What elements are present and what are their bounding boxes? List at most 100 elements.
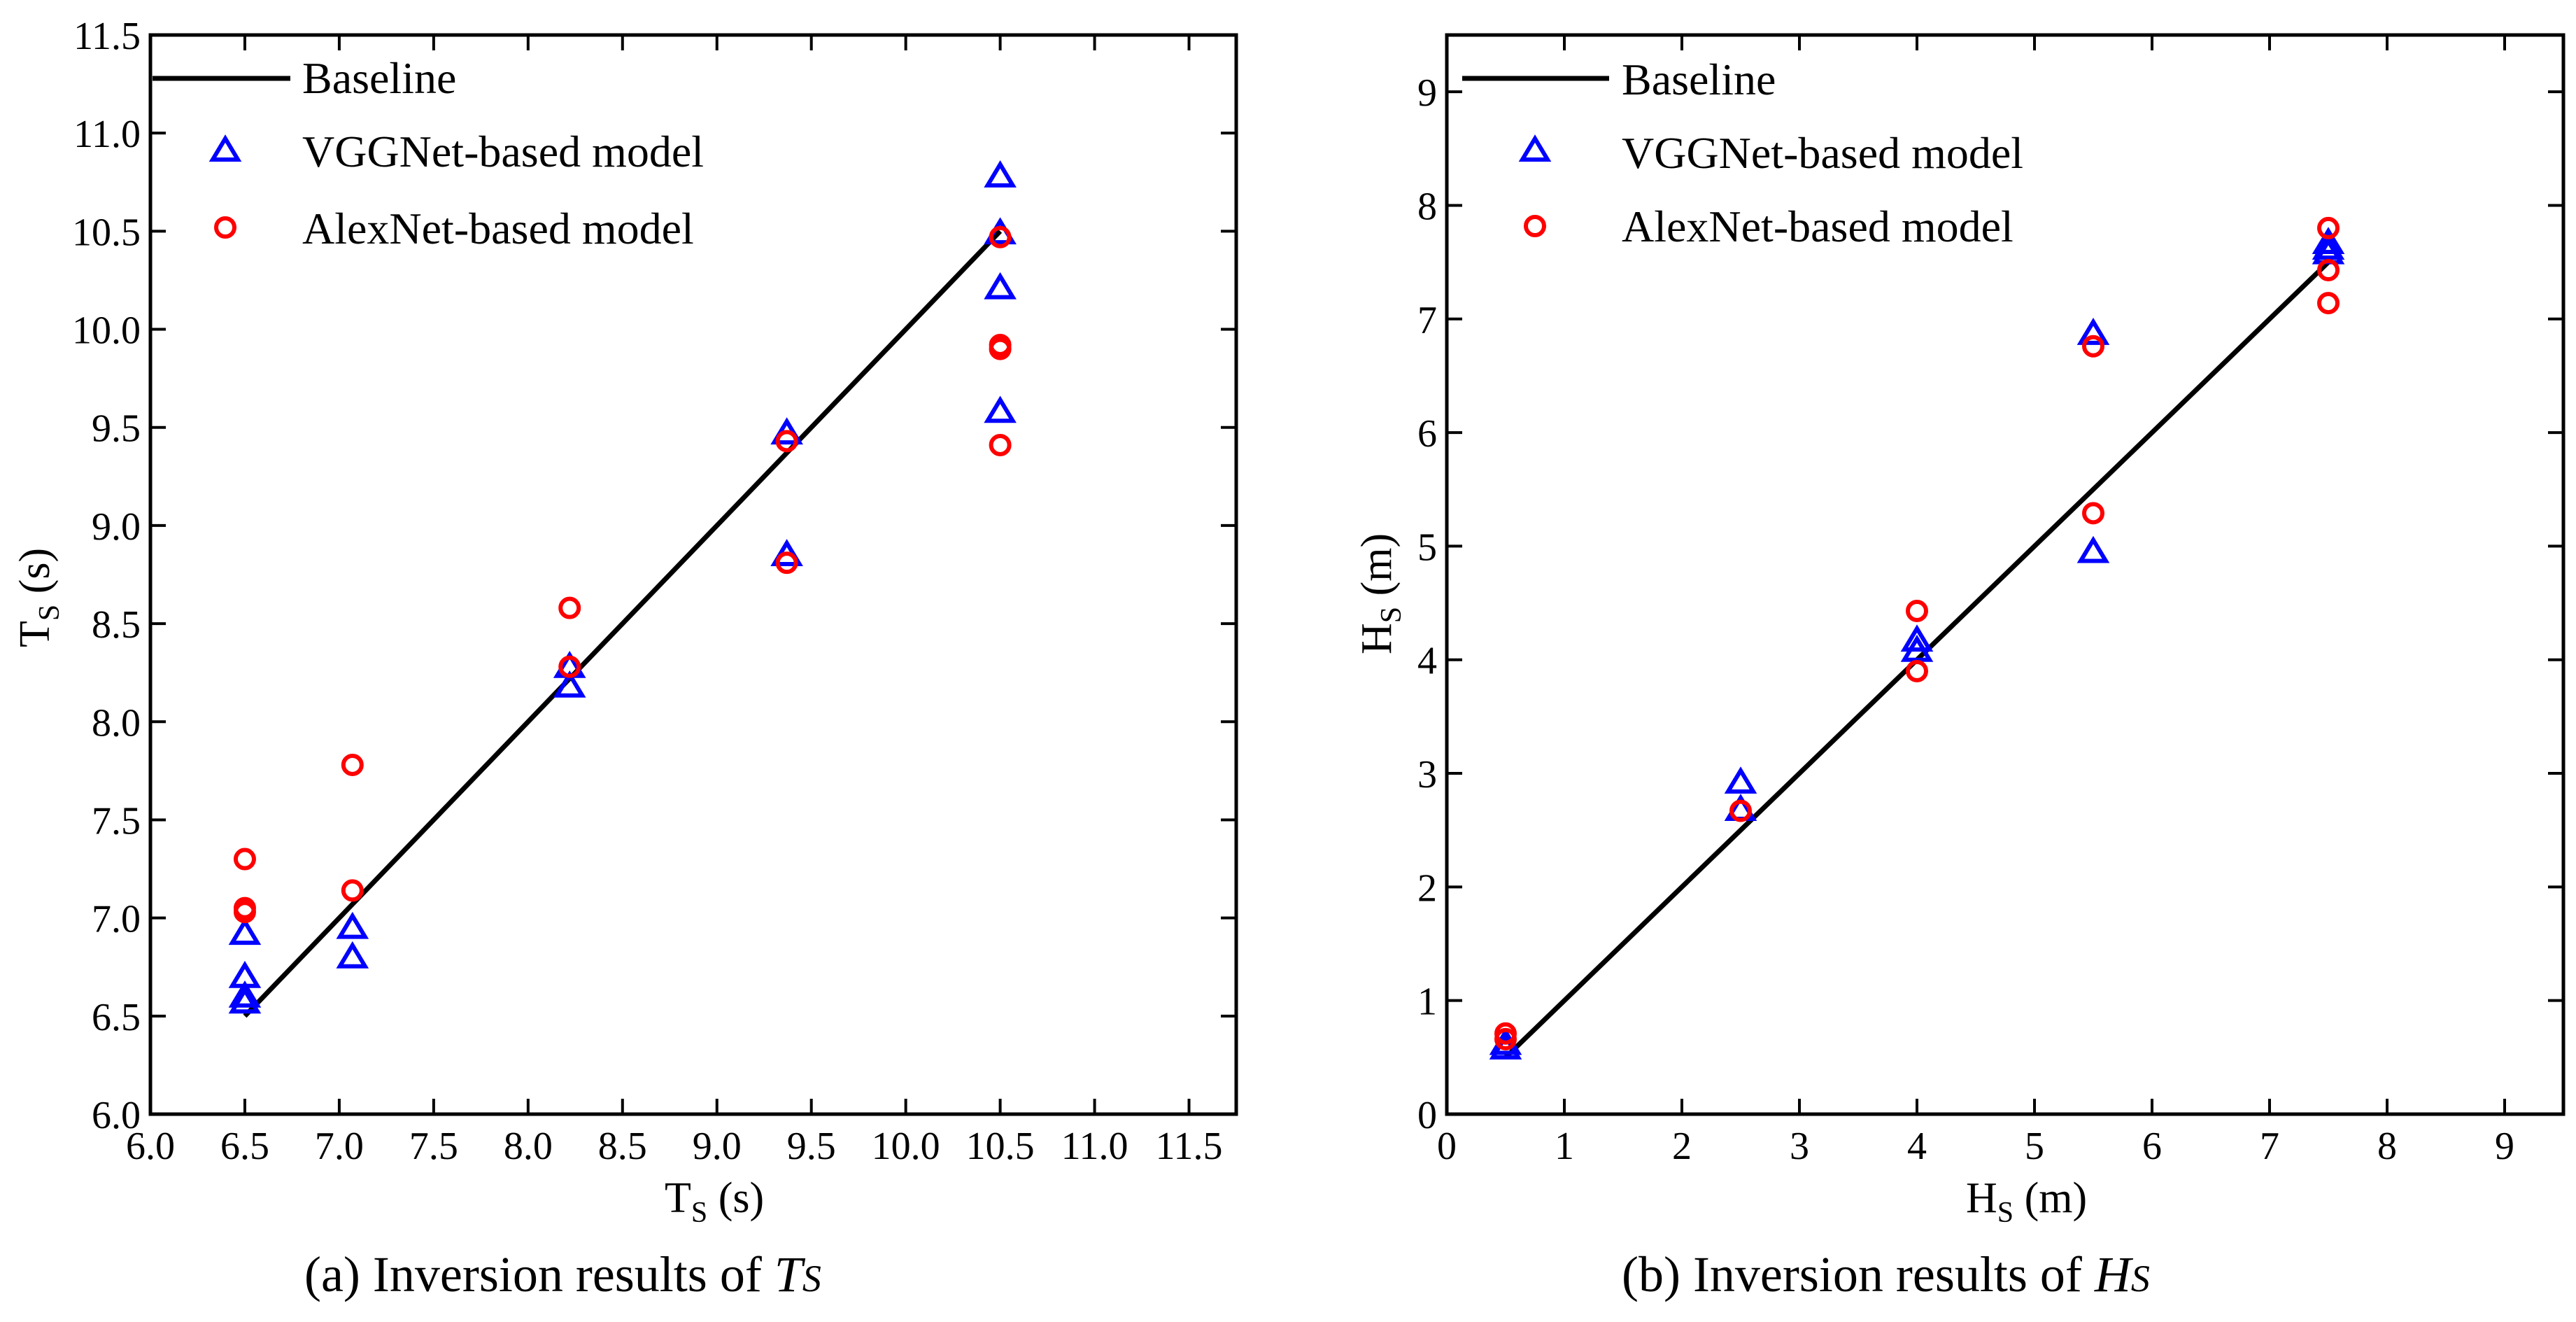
panel-b-alexnet-point (2317, 292, 2340, 315)
panel-a-alexnet-point (989, 433, 1012, 456)
panel-a-x-axis-unit: (s) (707, 1174, 764, 1222)
panel-b-x-axis-subscript: S (1997, 1197, 2014, 1229)
panel-a-vggnet-point (228, 917, 262, 945)
panel-b-alexnet-point (2317, 216, 2340, 239)
panel-a-vggnet-point (984, 395, 1017, 423)
panel-b: 0 1 2 3 4 5 6 7 8 9 0 1 2 3 4 5 6 7 8 9 Baseline VGGNet-ba… (1353, 33, 2566, 1302)
panel-a-alexnet-point (775, 551, 798, 575)
panel-b-vggnet-point (2076, 318, 2110, 345)
panel-a-caption-prefix: (a) Inversion results of (304, 1246, 774, 1302)
panel-a-x-axis-subscript: S (691, 1197, 707, 1229)
panel-a-vggnet-point (984, 160, 1017, 188)
panel-a-legend-baseline-label: Baseline (302, 53, 456, 103)
panel-a-legend-alexnet-label: AlexNet-based model (302, 204, 694, 253)
panel-a-x-tick-label: 10.0 (872, 1125, 940, 1168)
panel-a-x-tick-label: 11.5 (1156, 1125, 1223, 1168)
panel-b-vggnet-point (1900, 634, 1934, 662)
panel-a-x-tick-label: 7.5 (409, 1125, 458, 1168)
panel-b-x-tick-label: 1 (1555, 1125, 1574, 1168)
panel-b-y-tick-label: 9 (1417, 71, 1437, 115)
panel-a-y-axis-title: TS (s) (11, 548, 66, 647)
panel-a-vggnet-point (228, 980, 262, 1008)
panel-b-vggnet-point (2312, 227, 2345, 255)
panel-a-x-tick-label: 7.0 (315, 1125, 364, 1168)
panel-a-x-axis-title: TS (s) (665, 1174, 764, 1229)
panel-b-caption-prefix: (b) Inversion results of (1622, 1246, 2095, 1302)
panel-a-alexnet-point (989, 337, 1012, 360)
panel-b-legend-vggnet-swatch (1518, 134, 1552, 162)
panel-b-x-tick-label: 5 (2025, 1125, 2044, 1168)
panel-a-x-tick-label: 9.5 (787, 1125, 836, 1168)
panel-b-y-tick-label: 6 (1417, 412, 1437, 456)
panel-b-x-axis-title: HS (m) (1966, 1174, 2087, 1229)
panel-b-y-ticks: 0 1 2 3 4 5 6 7 8 9 (1417, 71, 2563, 1137)
panel-b-y-tick-label: 2 (1417, 866, 1437, 910)
panel-a-y-ticks: 6.0 6.5 7.0 7.5 8.0 8.5 9.0 9.5 10.0 10.5 11.0 11.5 (72, 15, 1236, 1137)
panel-b-caption: (b) Inversion results of HS (1622, 1246, 2150, 1302)
panel-a-y-tick-label: 11.5 (73, 15, 141, 58)
panel-a-vggnet-point (984, 272, 1017, 300)
panel-b-caption-symbol: H (2094, 1246, 2134, 1302)
panel-a-caption-subscript: S (802, 1258, 821, 1300)
panel-b-alexnet-point (2317, 258, 2340, 281)
panel-b-x-tick-label: 3 (1790, 1125, 1809, 1168)
panel-b-y-tick-label: 0 (1417, 1094, 1437, 1137)
panel-a-x-tick-label: 11.0 (1061, 1125, 1128, 1168)
panel-a-y-axis-unit: (s) (11, 548, 59, 605)
panel-a-alexnet-point (341, 753, 364, 776)
panel-b-x-tick-label: 8 (2377, 1125, 2397, 1168)
panel-a-y-axis-symbol: T (11, 621, 59, 647)
panel-b-y-tick-label: 8 (1417, 185, 1437, 228)
panel-a-y-tick-label: 6.0 (92, 1094, 141, 1137)
panel-a-caption-symbol: T (774, 1246, 806, 1302)
panel-b-y-axis-unit: (m) (1353, 533, 1401, 607)
panel-a-caption: (a) Inversion results of TS (304, 1246, 821, 1302)
panel-b-legend-alexnet-label: AlexNet-based model (1622, 202, 2014, 251)
panel-a-y-tick-label: 8.0 (92, 701, 141, 745)
panel-a-series (228, 160, 1017, 1018)
panel-a-y-tick-label: 9.0 (92, 505, 141, 549)
panel-a-x-tick-label: 10.5 (966, 1125, 1035, 1168)
panel-a-y-tick-label: 11.0 (73, 113, 141, 156)
panel-a-y-tick-label: 6.5 (92, 996, 141, 1039)
panel-b-y-axis-title: HS (m) (1353, 533, 1408, 654)
panel-a-alexnet-point (558, 655, 581, 678)
panel-b-x-tick-label: 4 (1907, 1125, 1927, 1168)
panel-a-legend-vggnet-swatch (208, 134, 242, 162)
panel-a-x-tick-label: 8.0 (504, 1125, 553, 1168)
panel-b-alexnet-point (1729, 799, 1752, 822)
panel-a-y-tick-label: 7.5 (92, 799, 141, 843)
panel-a-y-tick-label: 10.5 (72, 211, 141, 254)
panel-a-y-tick-label: 8.5 (92, 603, 141, 647)
panel-a-legend: Baseline VGGNet-based model AlexNet-base… (153, 53, 704, 253)
panel-b-x-tick-label: 0 (1437, 1125, 1457, 1168)
panel-b-legend-vggnet-label: VGGNet-based model (1622, 128, 2023, 178)
panel-b-vggnet-point (1724, 766, 1757, 794)
panel-b-legend: Baseline VGGNet-based model AlexNet-base… (1462, 55, 2023, 251)
panel-b-caption-subscript: S (2131, 1258, 2150, 1300)
panel-a-vggnet-point (553, 670, 586, 698)
panel-b-alexnet-point (2082, 502, 2104, 525)
panel-b-plot-frame (1445, 33, 2566, 1116)
panel-a-legend-alexnet-swatch (214, 216, 236, 239)
panel-a-alexnet-point (558, 596, 581, 619)
panel-a-legend-vggnet-label: VGGNet-based model (302, 127, 704, 176)
panel-a-alexnet-point (775, 430, 798, 453)
panel-b-x-axis-unit: (m) (2014, 1174, 2087, 1222)
panel-b-alexnet-point (2082, 335, 2104, 358)
panel-b-vggnet-point (1900, 624, 1934, 652)
panel-a-x-tick-label: 8.5 (598, 1125, 647, 1168)
panel-a-vggnet-point (336, 911, 369, 939)
panel-a-alexnet-point (233, 901, 256, 924)
panel-b-alexnet-point (1906, 659, 1928, 682)
panel-b-x-ticks: 0 1 2 3 4 5 6 7 8 9 (1437, 35, 2514, 1168)
panel-b-vggnet-point (2312, 232, 2345, 260)
panel-b-y-tick-label: 1 (1417, 980, 1437, 1024)
panel-a-vggnet-point (336, 941, 369, 969)
panel-b-y-axis-subscript: S (1375, 607, 1408, 623)
panel-a-alexnet-point (989, 225, 1012, 248)
panel-a-x-tick-label: 6.0 (126, 1125, 175, 1168)
panel-b-y-tick-label: 5 (1417, 526, 1437, 569)
panel-b-y-tick-label: 7 (1417, 299, 1437, 342)
